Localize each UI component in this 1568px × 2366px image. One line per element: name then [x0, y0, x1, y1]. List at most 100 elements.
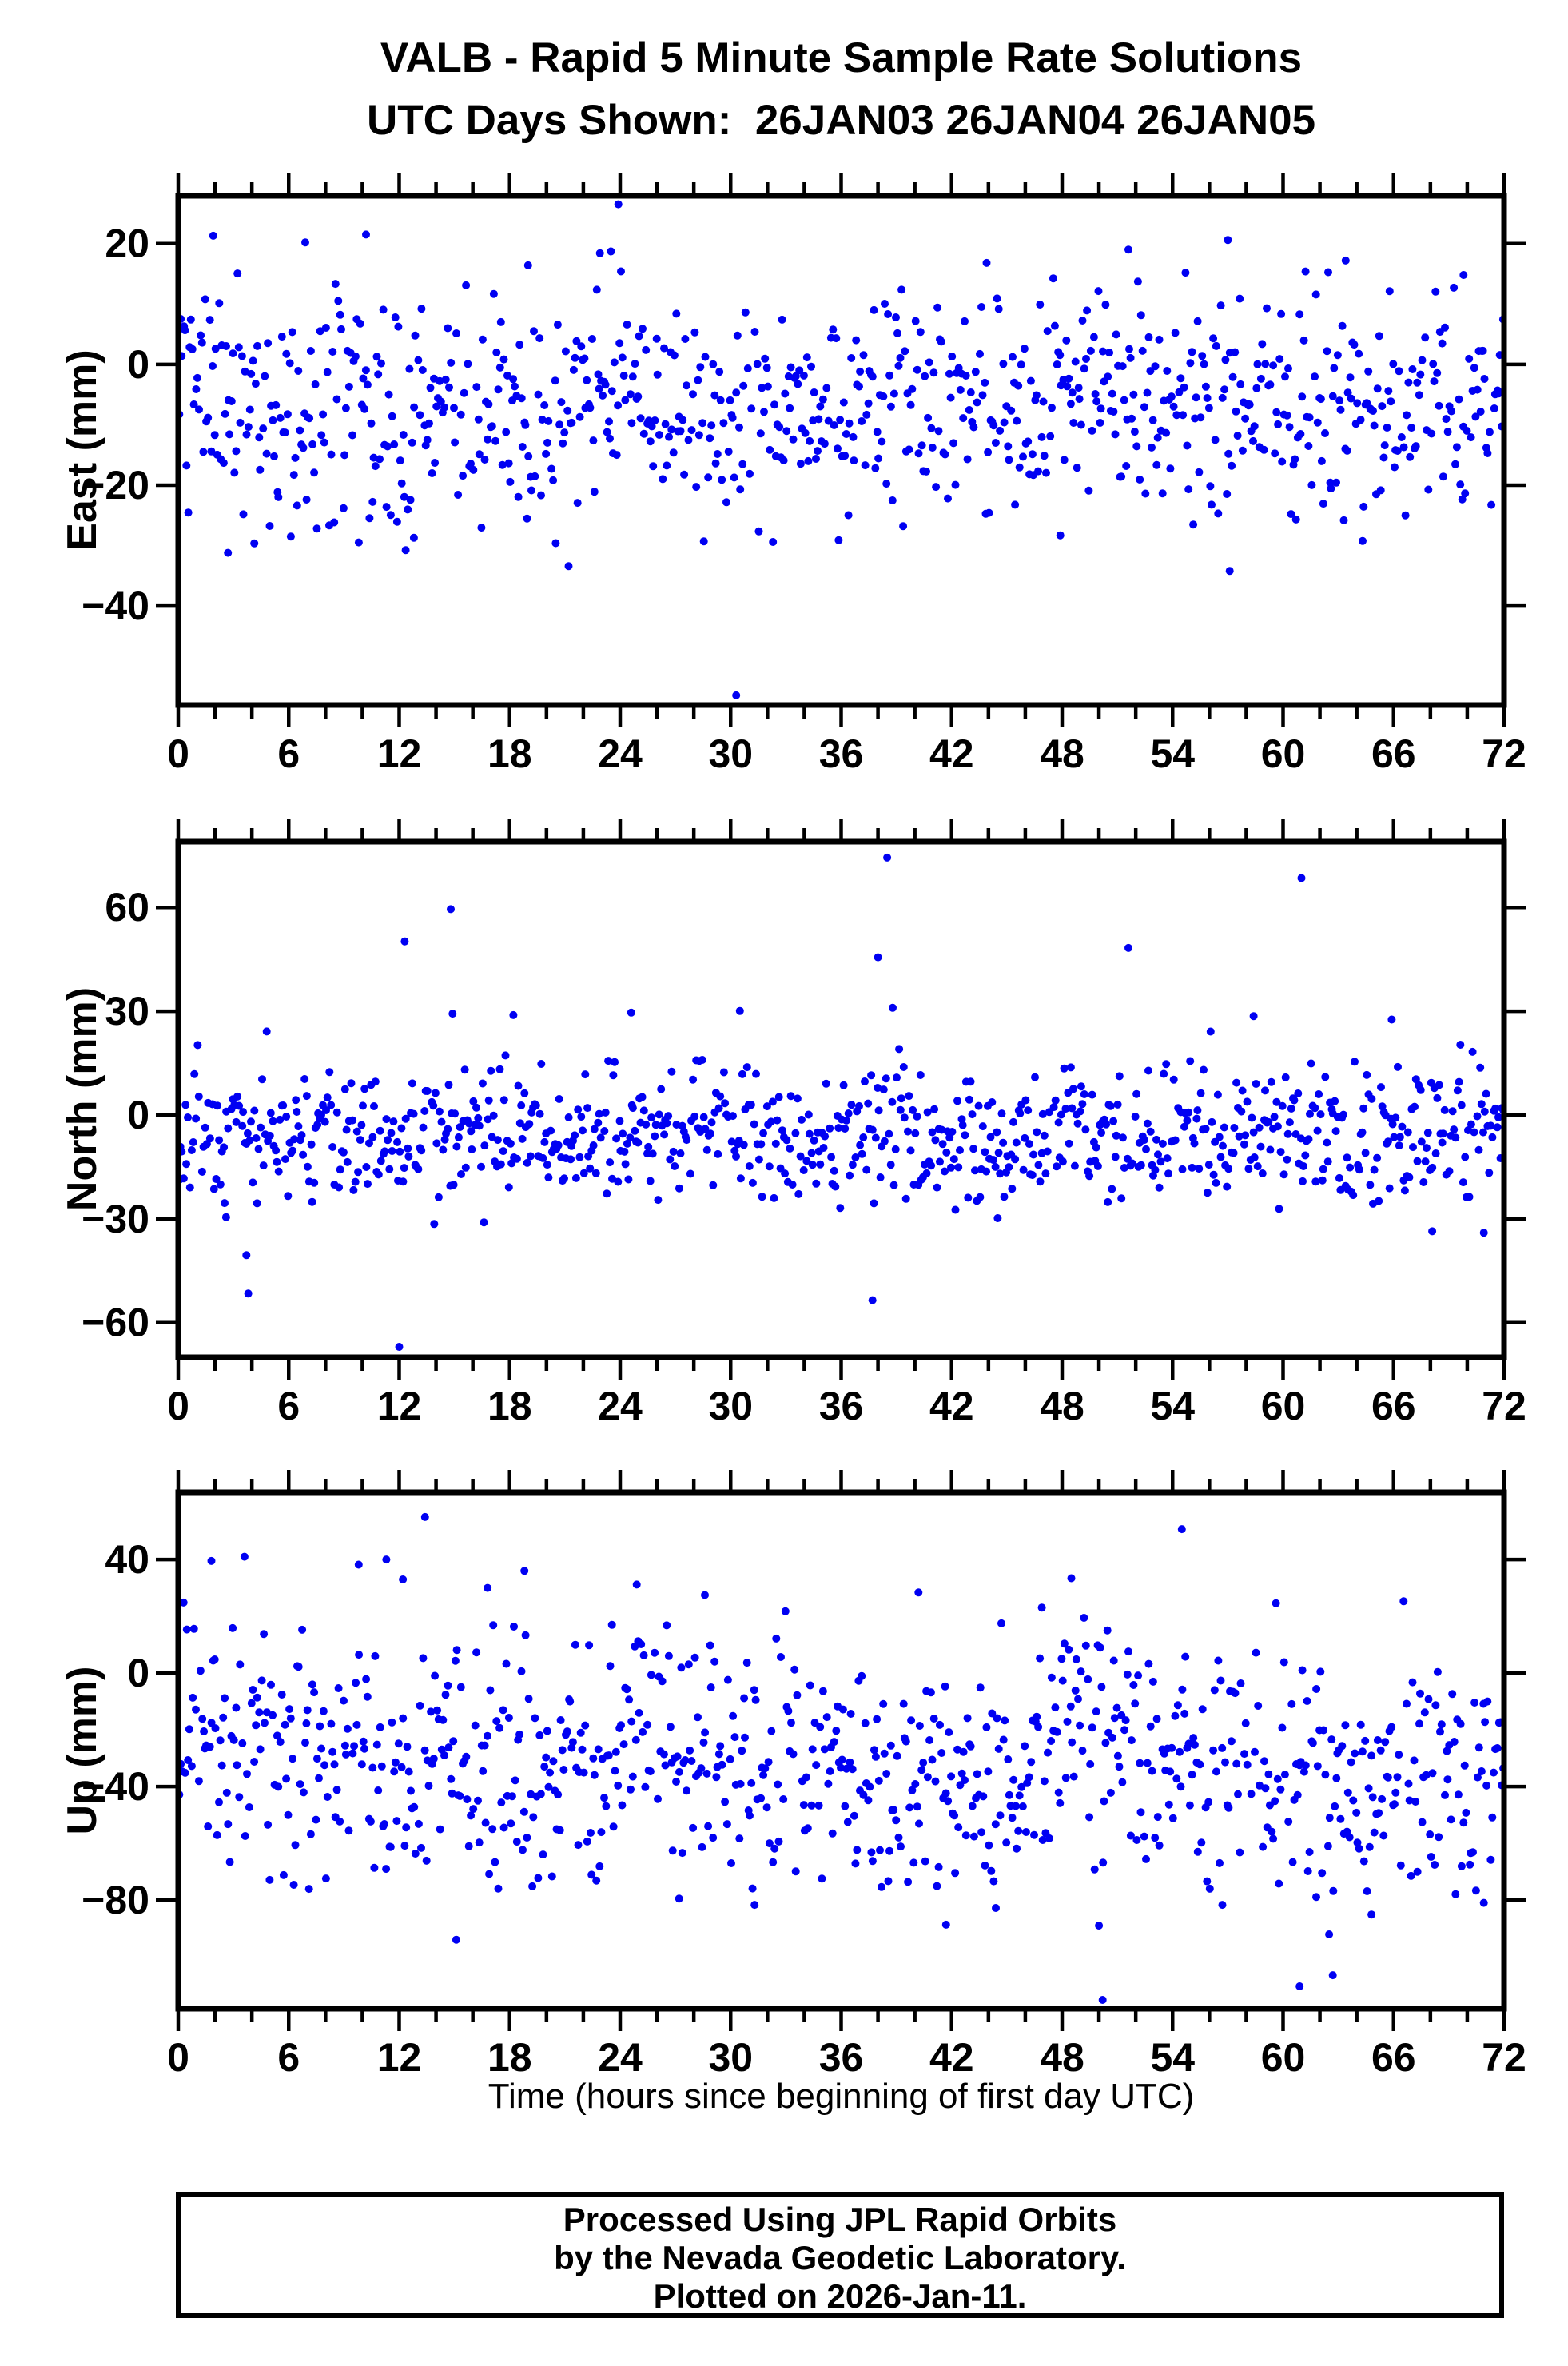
data-point — [1331, 1097, 1339, 1105]
data-point — [196, 1667, 205, 1675]
data-point — [802, 353, 811, 362]
data-point — [646, 1177, 655, 1185]
data-point — [1099, 347, 1107, 356]
data-point — [403, 1743, 412, 1751]
data-point-outlier — [1297, 874, 1306, 882]
data-point — [1305, 1848, 1314, 1856]
data-point — [794, 1189, 803, 1198]
data-point — [1381, 1738, 1390, 1747]
data-point — [429, 1755, 438, 1763]
data-point — [1203, 1877, 1212, 1886]
data-point — [1172, 1774, 1181, 1783]
data-point — [1051, 1703, 1060, 1712]
data-point — [1437, 1720, 1446, 1729]
data-point — [525, 1120, 534, 1129]
data-point — [1096, 419, 1104, 427]
data-point — [393, 1137, 402, 1146]
data-point — [348, 1749, 357, 1758]
data-point — [1406, 452, 1415, 461]
data-point — [1474, 1743, 1483, 1752]
data-point — [1224, 1165, 1233, 1173]
data-point-outlier — [1124, 245, 1132, 254]
data-point — [478, 1079, 487, 1088]
data-point — [1373, 1153, 1382, 1162]
data-point — [760, 408, 768, 416]
data-point — [418, 366, 427, 374]
data-point — [1427, 429, 1436, 438]
data-point — [1074, 384, 1083, 392]
data-point — [451, 1656, 460, 1665]
data-point — [544, 416, 553, 425]
data-point — [1481, 1718, 1490, 1727]
data-point — [701, 1125, 710, 1133]
data-point — [1431, 1701, 1440, 1710]
data-point — [1391, 463, 1399, 472]
data-point — [507, 1819, 515, 1828]
data-point — [371, 462, 380, 471]
data-point — [1195, 1165, 1204, 1173]
data-point — [449, 1737, 458, 1746]
data-point — [1380, 441, 1389, 450]
data-point — [1429, 360, 1438, 368]
data-point — [417, 1843, 425, 1852]
data-point — [193, 1041, 202, 1050]
data-point — [1450, 1738, 1459, 1746]
data-point-outlier — [301, 238, 309, 247]
data-point — [197, 338, 206, 347]
data-point — [976, 349, 984, 358]
data-point — [982, 1167, 991, 1176]
data-point — [614, 401, 623, 410]
data-point — [547, 1872, 556, 1881]
data-point — [752, 1069, 760, 1078]
data-point — [585, 1641, 594, 1650]
data-point — [1335, 396, 1344, 405]
data-point — [1493, 1123, 1502, 1132]
data-point — [1140, 1832, 1148, 1841]
data-point — [445, 383, 453, 392]
data-point — [547, 464, 556, 473]
data-point — [848, 1765, 857, 1774]
data-point — [789, 435, 798, 444]
data-point — [1148, 1767, 1156, 1775]
data-point — [336, 1817, 344, 1826]
data-point — [1011, 500, 1020, 509]
data-point — [604, 1057, 613, 1065]
data-point — [954, 1163, 963, 1172]
data-point — [1384, 387, 1393, 396]
data-point — [603, 428, 611, 436]
data-point — [509, 375, 518, 384]
data-point — [1203, 394, 1212, 402]
data-point — [834, 536, 843, 544]
data-point-outlier — [1325, 1930, 1334, 1938]
data-point — [1241, 1131, 1250, 1140]
data-point — [1236, 380, 1245, 388]
data-point — [238, 1739, 247, 1747]
data-point — [834, 444, 842, 453]
data-point-outlier — [224, 548, 233, 557]
data-point — [1144, 1066, 1152, 1075]
data-point — [456, 1123, 464, 1132]
data-point — [1017, 1782, 1026, 1791]
data-point — [1279, 1170, 1288, 1179]
data-point — [456, 1792, 464, 1800]
data-point — [1443, 1747, 1451, 1755]
data-point — [354, 1168, 363, 1177]
data-point — [1494, 1113, 1502, 1121]
data-point — [359, 374, 368, 383]
data-point — [224, 1124, 233, 1133]
data-point — [984, 1767, 993, 1776]
data-point — [410, 403, 419, 412]
data-point — [1044, 1748, 1052, 1757]
data-point — [494, 385, 503, 394]
data-point — [1313, 418, 1322, 427]
data-point — [1359, 536, 1367, 545]
data-point-outlier — [520, 1567, 529, 1575]
data-point — [763, 382, 772, 391]
data-point — [537, 1060, 546, 1068]
data-point-outlier — [595, 249, 604, 257]
data-point — [386, 1842, 395, 1851]
data-point — [1346, 1163, 1355, 1172]
data-point — [1427, 1853, 1435, 1861]
data-point — [1181, 269, 1190, 277]
data-point — [414, 356, 423, 364]
